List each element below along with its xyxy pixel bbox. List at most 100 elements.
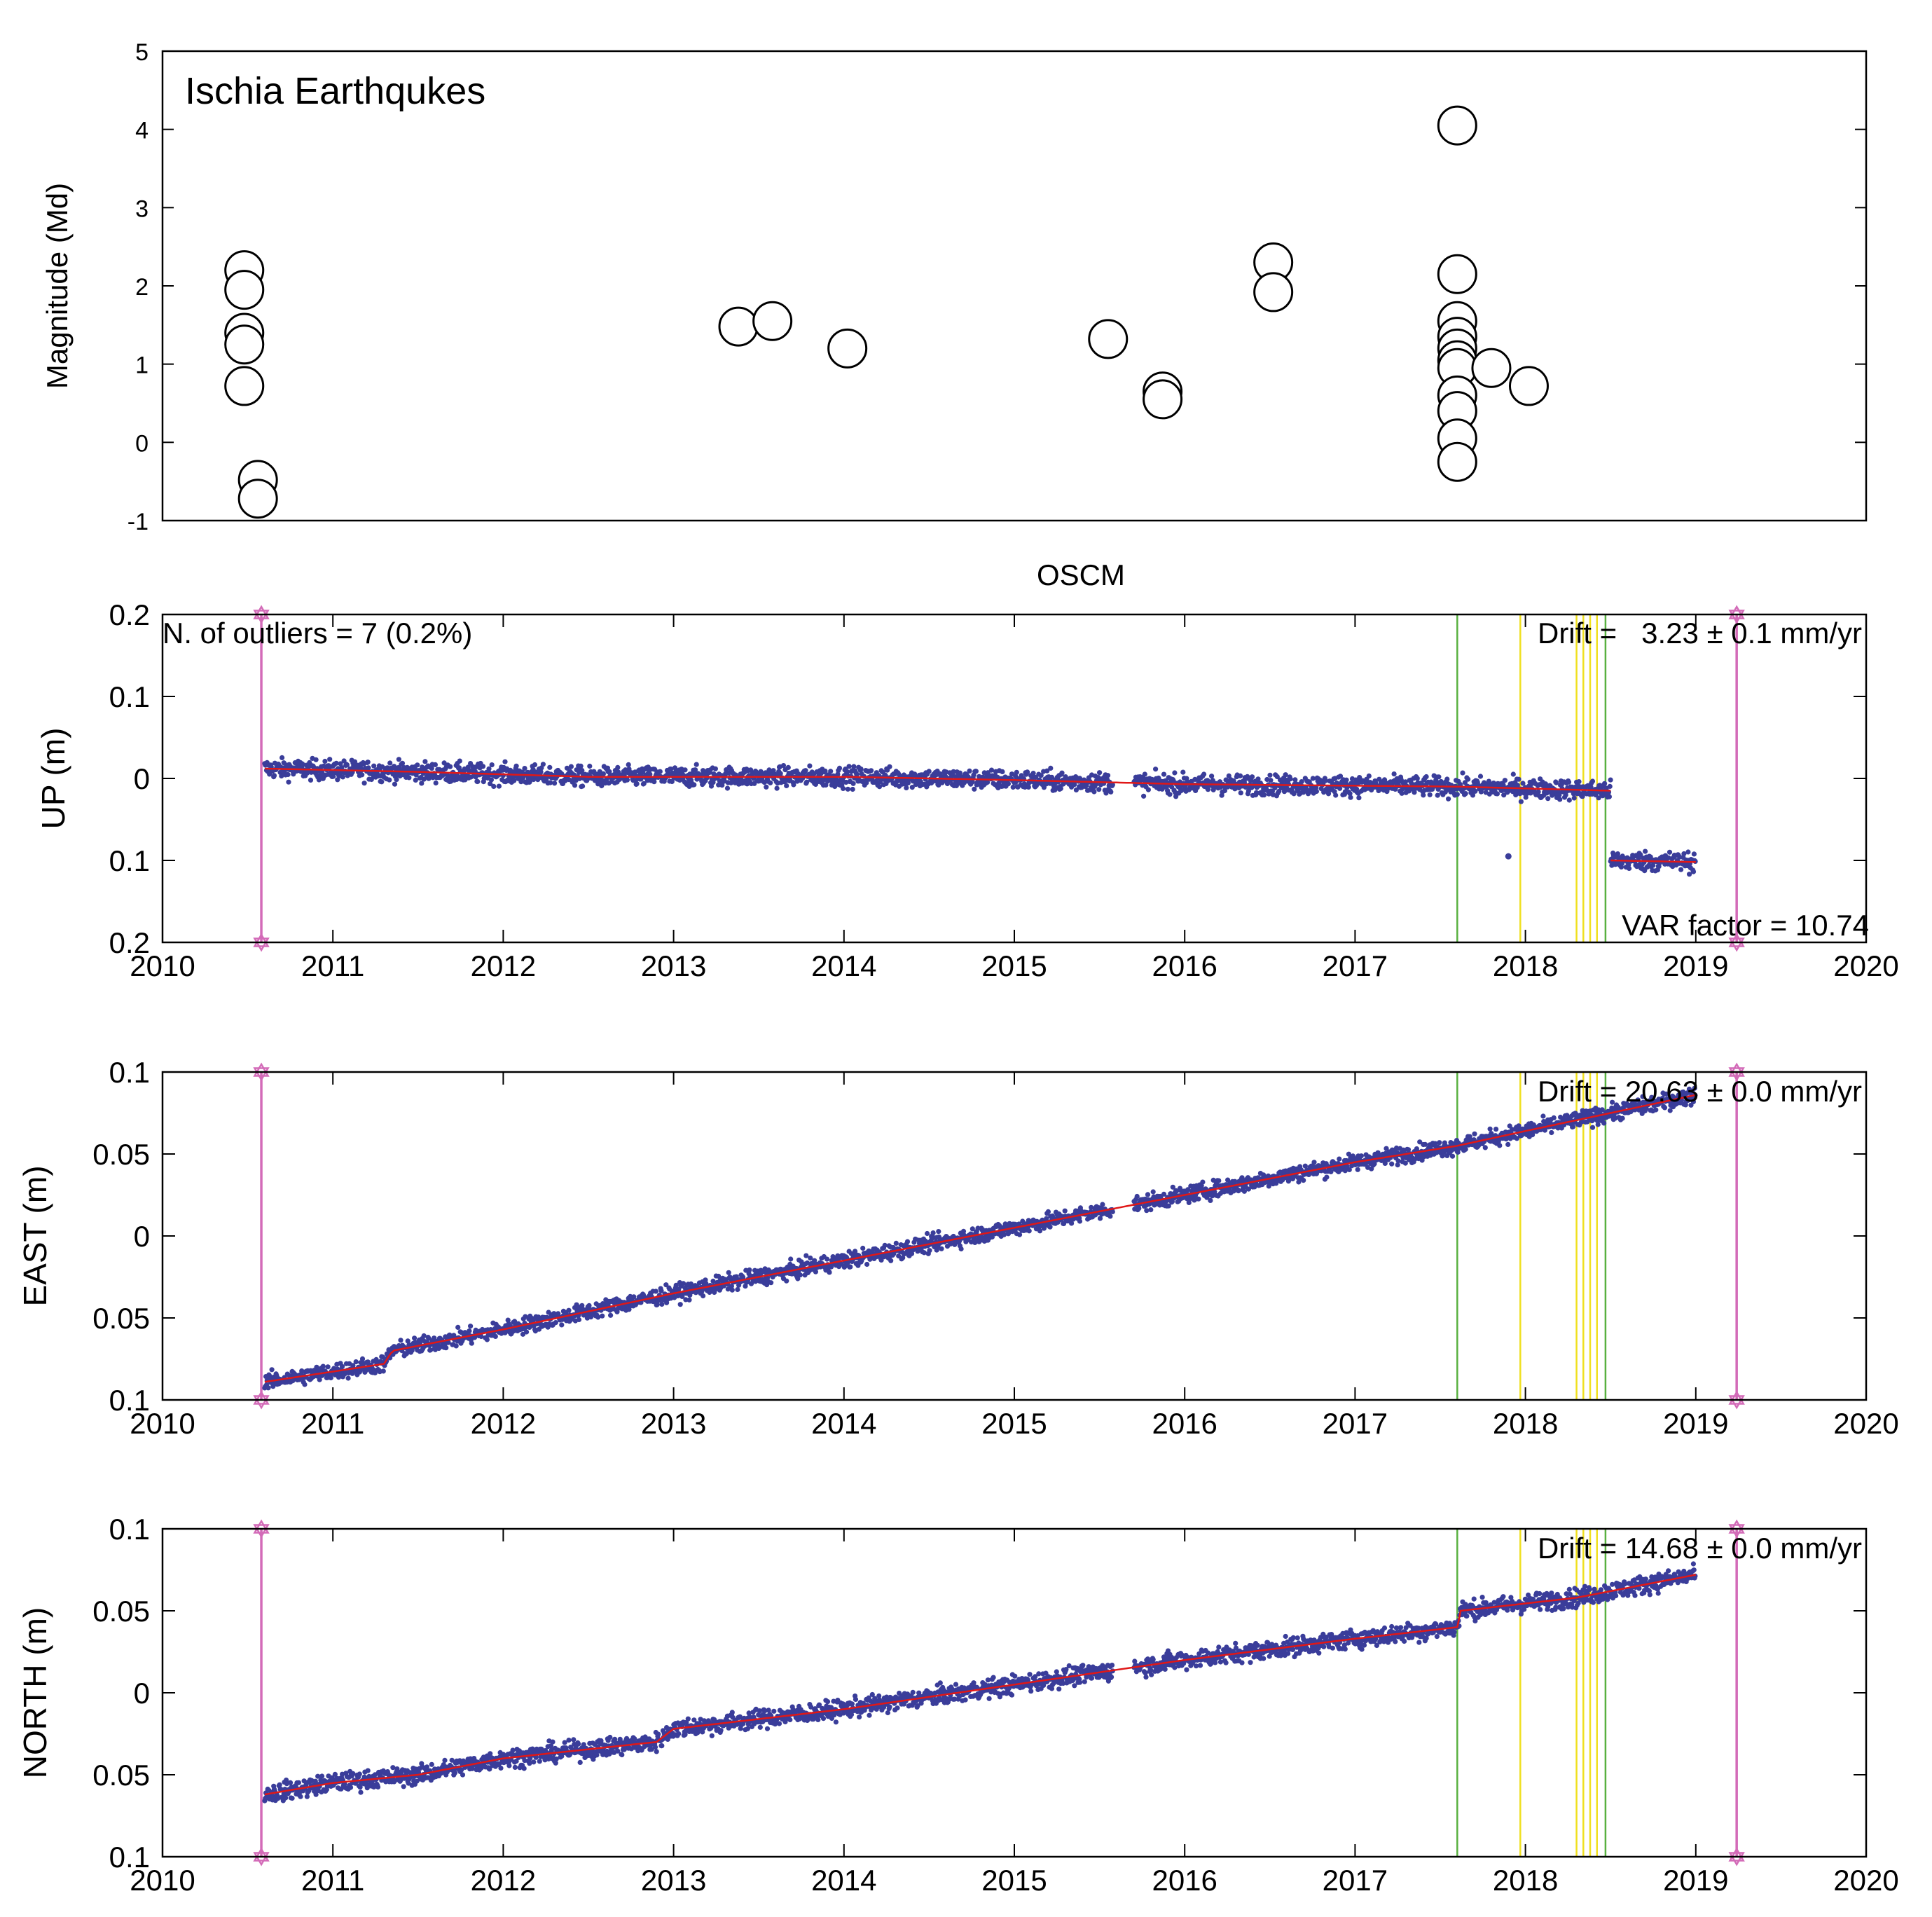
gps-point xyxy=(1376,788,1381,794)
gps-point xyxy=(1072,782,1077,788)
event-star-marker xyxy=(253,1390,270,1405)
gps-point xyxy=(1136,1206,1142,1211)
gps-point xyxy=(835,771,841,777)
gps-point xyxy=(1161,771,1167,777)
gps-point xyxy=(1389,1161,1395,1167)
gps-point xyxy=(1551,1115,1557,1120)
y-tick-label: 0.1 xyxy=(109,1056,150,1089)
gps-point xyxy=(1142,771,1147,777)
gps-point xyxy=(1502,778,1507,783)
gps-point xyxy=(518,779,524,785)
up-drift-annotation: Drift = 3.23 ± 0.1 mm/yr xyxy=(1538,617,1862,650)
gps-point xyxy=(559,1322,565,1328)
gps-point xyxy=(280,755,285,760)
y-tick-label: 2 xyxy=(135,274,149,301)
gps-point xyxy=(691,782,697,788)
gps-point xyxy=(1437,1140,1442,1146)
gps-point xyxy=(308,769,314,775)
gps-point xyxy=(552,781,558,786)
gps-point xyxy=(1047,1224,1053,1230)
gps-point xyxy=(587,763,593,769)
gps-point xyxy=(578,763,584,769)
gps-point xyxy=(366,765,371,771)
gps-point xyxy=(455,1324,461,1330)
gps-point xyxy=(1470,792,1476,798)
gps-point xyxy=(308,777,314,783)
gps-point xyxy=(1196,1196,1201,1202)
gps-point xyxy=(1373,780,1379,785)
gps-point xyxy=(283,1795,289,1801)
gps-point xyxy=(1091,789,1097,795)
gps-point xyxy=(1435,792,1440,798)
x-tick-label: 2019 xyxy=(1663,1407,1728,1440)
gps-point xyxy=(1685,849,1691,855)
gps-point xyxy=(708,783,715,789)
gps-point xyxy=(839,782,845,788)
gps-point xyxy=(1200,1179,1206,1185)
gps-point xyxy=(822,768,828,774)
gps-point xyxy=(926,769,932,774)
event-star-marker xyxy=(253,933,270,947)
gps-point xyxy=(340,774,345,780)
gps-point xyxy=(1358,1153,1364,1159)
gps-point xyxy=(1588,784,1594,790)
gps-point xyxy=(774,785,780,791)
gps-point xyxy=(1005,781,1011,787)
gps-point xyxy=(669,778,675,785)
gps-point xyxy=(1627,865,1632,872)
gps-point xyxy=(1337,774,1344,779)
gps-point xyxy=(319,769,325,775)
gps-point xyxy=(1595,1122,1601,1127)
gps-point xyxy=(743,1284,748,1289)
gps-point xyxy=(1059,770,1065,776)
gps-point xyxy=(1620,1115,1625,1121)
earthquake-point xyxy=(1471,348,1512,388)
gps-point xyxy=(785,764,791,770)
event-star-marker xyxy=(253,605,270,619)
gps-point xyxy=(279,773,284,779)
earthquake-point xyxy=(718,306,759,347)
gps-point xyxy=(876,784,883,790)
gps-point xyxy=(1482,1145,1488,1150)
gps-point xyxy=(988,767,995,773)
gps-point xyxy=(1208,1197,1213,1203)
gps-point xyxy=(492,1333,498,1339)
gps-point xyxy=(795,1276,801,1282)
gps-point xyxy=(1510,771,1516,777)
outlier-point xyxy=(1505,853,1512,860)
gps-point xyxy=(327,757,333,762)
gps-point xyxy=(1472,788,1478,794)
gps-point xyxy=(1602,781,1608,786)
gps-point xyxy=(333,760,339,766)
gps-point xyxy=(905,780,911,786)
gps-point xyxy=(532,762,538,768)
gps-point xyxy=(1681,851,1687,857)
gps-point xyxy=(1589,778,1596,784)
earthquake-point xyxy=(224,366,265,406)
gps-point xyxy=(1048,765,1054,771)
gps-point xyxy=(981,770,987,776)
earthquake-point xyxy=(237,479,278,519)
x-tick-label: 2018 xyxy=(1493,949,1558,982)
up-y-label: UP (m) xyxy=(35,728,71,830)
gps-point xyxy=(1518,799,1524,804)
gps-point xyxy=(927,1248,932,1253)
gps-point xyxy=(405,1338,410,1344)
gps-point xyxy=(813,1269,818,1274)
gps-point xyxy=(712,766,718,771)
gps-point xyxy=(677,1302,683,1307)
gps-point xyxy=(1237,773,1243,778)
gps-point xyxy=(475,778,481,785)
gps-point xyxy=(1025,769,1030,775)
gps-point xyxy=(1209,774,1215,779)
gps-point xyxy=(1501,792,1507,798)
x-tick-label: 2012 xyxy=(471,949,536,982)
gps-point xyxy=(1283,772,1288,778)
gps-point xyxy=(328,1375,333,1381)
gps-point xyxy=(804,779,810,785)
gps-point xyxy=(1030,771,1036,776)
gps-point xyxy=(538,769,544,774)
gps-point xyxy=(850,786,855,792)
y-tick-label: 1 xyxy=(135,352,149,379)
gps-point xyxy=(904,785,909,790)
